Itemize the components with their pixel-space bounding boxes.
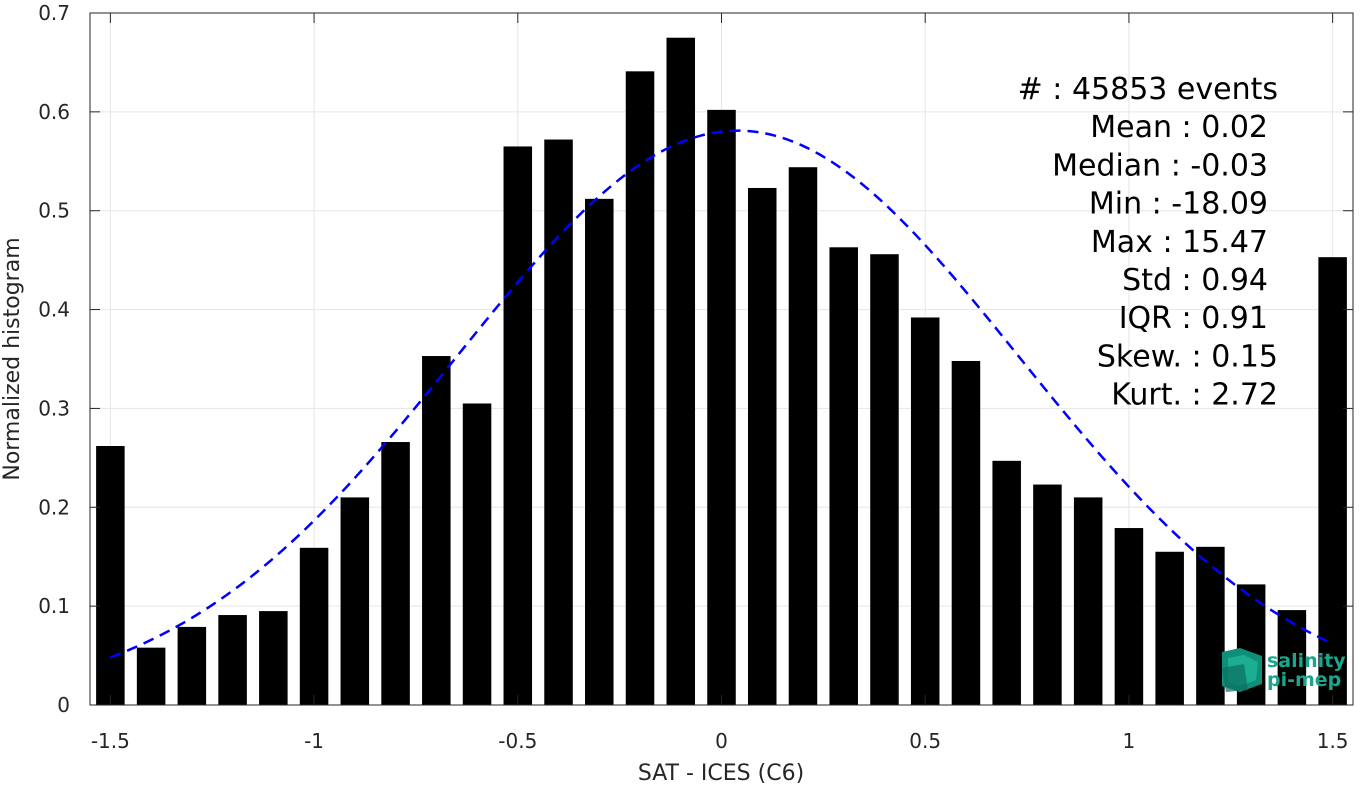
axis-ticks	[90, 12, 1353, 706]
histogram-bar-22	[992, 460, 1021, 705]
histogram-bar-25	[1114, 528, 1144, 705]
stat-line-6: IQR : 0.91	[1119, 301, 1268, 336]
histogram-bar-7	[381, 442, 410, 705]
histogram-bar-1	[136, 647, 166, 705]
stat-line-4: Max : 15.47	[1091, 225, 1268, 260]
gaussian-fit-curve	[109, 129, 1334, 659]
y-tick-label-1: 0.1	[38, 594, 70, 618]
x-axis-label: SAT - ICES (C6)	[638, 761, 804, 785]
logo-cube-icon	[1222, 648, 1262, 692]
logo-line1: salinity	[1267, 650, 1346, 672]
stat-line-2: Median : -0.03	[1052, 148, 1268, 183]
y-tick-labels: 0 0.1 0.2 0.3 0.4 0.5 0.6 0.7	[38, 1, 70, 717]
x-tick-label-2: -0.5	[498, 729, 537, 753]
y-tick-label-5: 0.5	[38, 199, 70, 223]
x-tick-label-1: -1	[304, 729, 324, 753]
histogram-bar-8	[422, 356, 451, 705]
histogram-bar-18	[829, 247, 858, 705]
histogram-bar-11	[544, 139, 573, 706]
histogram-bar-4	[259, 611, 288, 705]
stat-line-3: Min : -18.09	[1089, 187, 1268, 222]
histogram-bar-16	[747, 187, 777, 705]
histogram-bar-6	[340, 497, 370, 705]
histogram-bars	[96, 37, 1347, 706]
x-tick-label-3: 0	[715, 729, 728, 753]
histogram-bar-0	[96, 445, 125, 705]
logo-line2: pi-mep	[1267, 669, 1341, 691]
histogram-bar-23	[1033, 484, 1062, 705]
histogram-bar-21	[951, 360, 981, 705]
histogram-bar-13	[625, 71, 655, 706]
y-tick-label-0: 0	[57, 693, 70, 717]
salinity-pi-mep-logo: salinity pi-mep	[1222, 648, 1346, 692]
histogram-bar-30	[1318, 257, 1347, 705]
y-tick-label-6: 0.6	[38, 100, 70, 124]
y-tick-label-7: 0.7	[38, 1, 70, 25]
histogram-bar-17	[788, 167, 818, 705]
histogram-bar-26	[1155, 551, 1184, 705]
x-tick-label-4: 0.5	[909, 729, 941, 753]
x-tick-labels: -1.5 -1 -0.5 0 0.5 1 1.5	[91, 729, 1349, 753]
histogram-bar-29	[1277, 610, 1307, 705]
stat-line-7: Skew. : 0.15	[1097, 339, 1278, 374]
stat-line-8: Kurt. : 2.72	[1111, 378, 1278, 413]
x-tick-label-6: 1.5	[1317, 729, 1349, 753]
histogram-bar-15	[707, 109, 736, 705]
stat-line-5: Std : 0.94	[1122, 263, 1268, 298]
histogram-bar-24	[1073, 497, 1103, 705]
histogram-bar-9	[462, 403, 492, 705]
histogram-bar-20	[910, 317, 940, 705]
stat-line-1: Mean : 0.02	[1090, 110, 1268, 145]
histogram-bar-10	[503, 146, 533, 705]
histogram-bar-14	[666, 37, 696, 705]
x-tick-label-5: 1	[1123, 729, 1136, 753]
histogram-bar-3	[218, 615, 247, 705]
histogram-bar-12	[585, 198, 614, 705]
y-tick-label-3: 0.3	[38, 396, 70, 420]
y-tick-label-2: 0.2	[38, 495, 70, 519]
stat-line-0: # : 45853 events	[1018, 72, 1278, 107]
histogram-bar-19	[870, 254, 899, 705]
histogram-bar-5	[299, 547, 329, 705]
x-tick-label-0: -1.5	[91, 729, 130, 753]
histogram-bar-2	[177, 626, 207, 705]
y-tick-label-4: 0.4	[38, 298, 70, 322]
y-axis-label: Normalized histogram	[0, 237, 25, 480]
histogram-bar-27	[1196, 546, 1225, 705]
